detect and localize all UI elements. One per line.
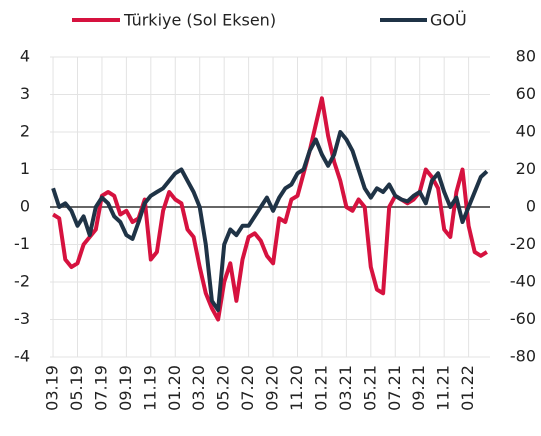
y-tick-label: -2	[14, 272, 30, 291]
y2-tick-label: 40	[516, 122, 536, 141]
y2-tick-label: 60	[516, 84, 536, 103]
y-tick-label: -1	[14, 234, 30, 253]
y2-tick-label: -40	[510, 272, 536, 291]
x-tick-label: 05.21	[360, 365, 379, 411]
x-tick-label: 03.19	[43, 365, 62, 411]
x-tick-label: 07.20	[238, 365, 257, 411]
legend-label: GOÜ	[430, 11, 467, 30]
x-tick-label: 11.19	[140, 365, 159, 411]
y-tick-label: 1	[20, 159, 30, 178]
y-tick-label: -4	[14, 347, 30, 366]
legend-label: Türkiye (Sol Eksen)	[123, 11, 276, 30]
x-tick-label: 01.22	[458, 365, 477, 411]
y2-tick-label: -60	[510, 309, 536, 328]
x-tick-label: 03.21	[336, 365, 355, 411]
series-line	[51, 130, 489, 313]
y-tick-label: 3	[20, 84, 30, 103]
y2-tick-label: 0	[526, 197, 536, 216]
x-tick-label: 09.21	[409, 365, 428, 411]
x-tick-label: 09.19	[116, 365, 135, 411]
y-tick-label: 0	[20, 197, 30, 216]
y-tick-label: 4	[20, 47, 30, 66]
x-tick-label: 05.19	[67, 365, 86, 411]
x-tick-label: 07.21	[385, 365, 404, 411]
x-tick-label: 11.20	[287, 365, 306, 411]
x-tick-label: 11.21	[434, 365, 453, 411]
x-tick-label: 01.20	[165, 365, 184, 411]
y2-tick-label: -20	[510, 234, 536, 253]
y2-tick-label: 80	[516, 47, 536, 66]
y2-tick-label: -80	[510, 347, 536, 366]
series-line	[52, 96, 488, 322]
x-tick-label: 07.19	[91, 365, 110, 411]
x-tick-label: 09.20	[263, 365, 282, 411]
x-tick-label: 05.20	[214, 365, 233, 411]
y2-tick-label: 20	[516, 159, 536, 178]
y-tick-label: -3	[14, 309, 30, 328]
x-tick-label: 01.21	[311, 365, 330, 411]
x-tick-label: 03.20	[189, 365, 208, 411]
y-tick-label: 2	[20, 122, 30, 141]
